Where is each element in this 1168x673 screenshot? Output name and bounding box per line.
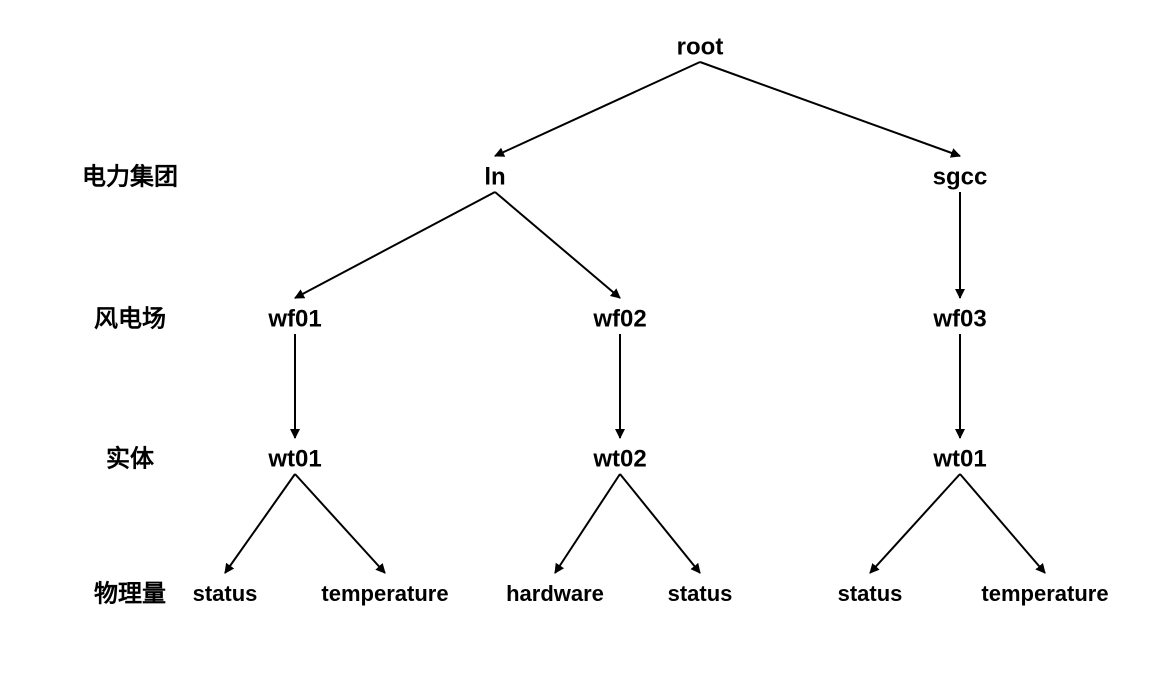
tree-edge: [700, 62, 960, 156]
tree-node-wf02: wf02: [592, 305, 646, 332]
tree-edge: [495, 62, 700, 156]
tree-edge: [295, 192, 495, 298]
tree-node-temperature1: temperature: [321, 581, 448, 606]
tree-node-sgcc: sgcc: [933, 163, 988, 190]
row-label-level2: 风电场: [94, 305, 166, 332]
tree-node-wt02: wt02: [592, 445, 646, 472]
tree-node-wf03: wf03: [932, 305, 986, 332]
tree-edge: [555, 474, 620, 573]
tree-edge: [960, 474, 1045, 573]
tree-node-temperature2: temperature: [981, 581, 1108, 606]
tree-edge: [870, 474, 960, 573]
tree-node-status2: status: [668, 581, 733, 606]
tree-node-wt01b: wt01: [932, 445, 986, 472]
row-label-level1: 电力集团: [82, 162, 178, 190]
row-label-level3: 实体: [106, 444, 155, 472]
tree-node-wt01a: wt01: [267, 445, 321, 472]
tree-node-hardware: hardware: [506, 581, 604, 606]
tree-node-ln: ln: [484, 163, 505, 190]
tree-node-root: root: [677, 33, 724, 60]
tree-node-wf01: wf01: [267, 305, 321, 332]
tree-edge: [620, 474, 700, 573]
tree-diagram: 电力集团风电场实体物理量 root ln sgcc wf01 wf02 wf03 wt01 wt…: [0, 0, 1168, 668]
tree-edge: [295, 474, 385, 573]
row-label-level4: 物理量: [94, 580, 166, 607]
tree-node-status3: status: [838, 581, 903, 606]
tree-node-status1: status: [193, 581, 258, 606]
tree-edge: [495, 192, 620, 298]
tree-edge: [225, 474, 295, 573]
